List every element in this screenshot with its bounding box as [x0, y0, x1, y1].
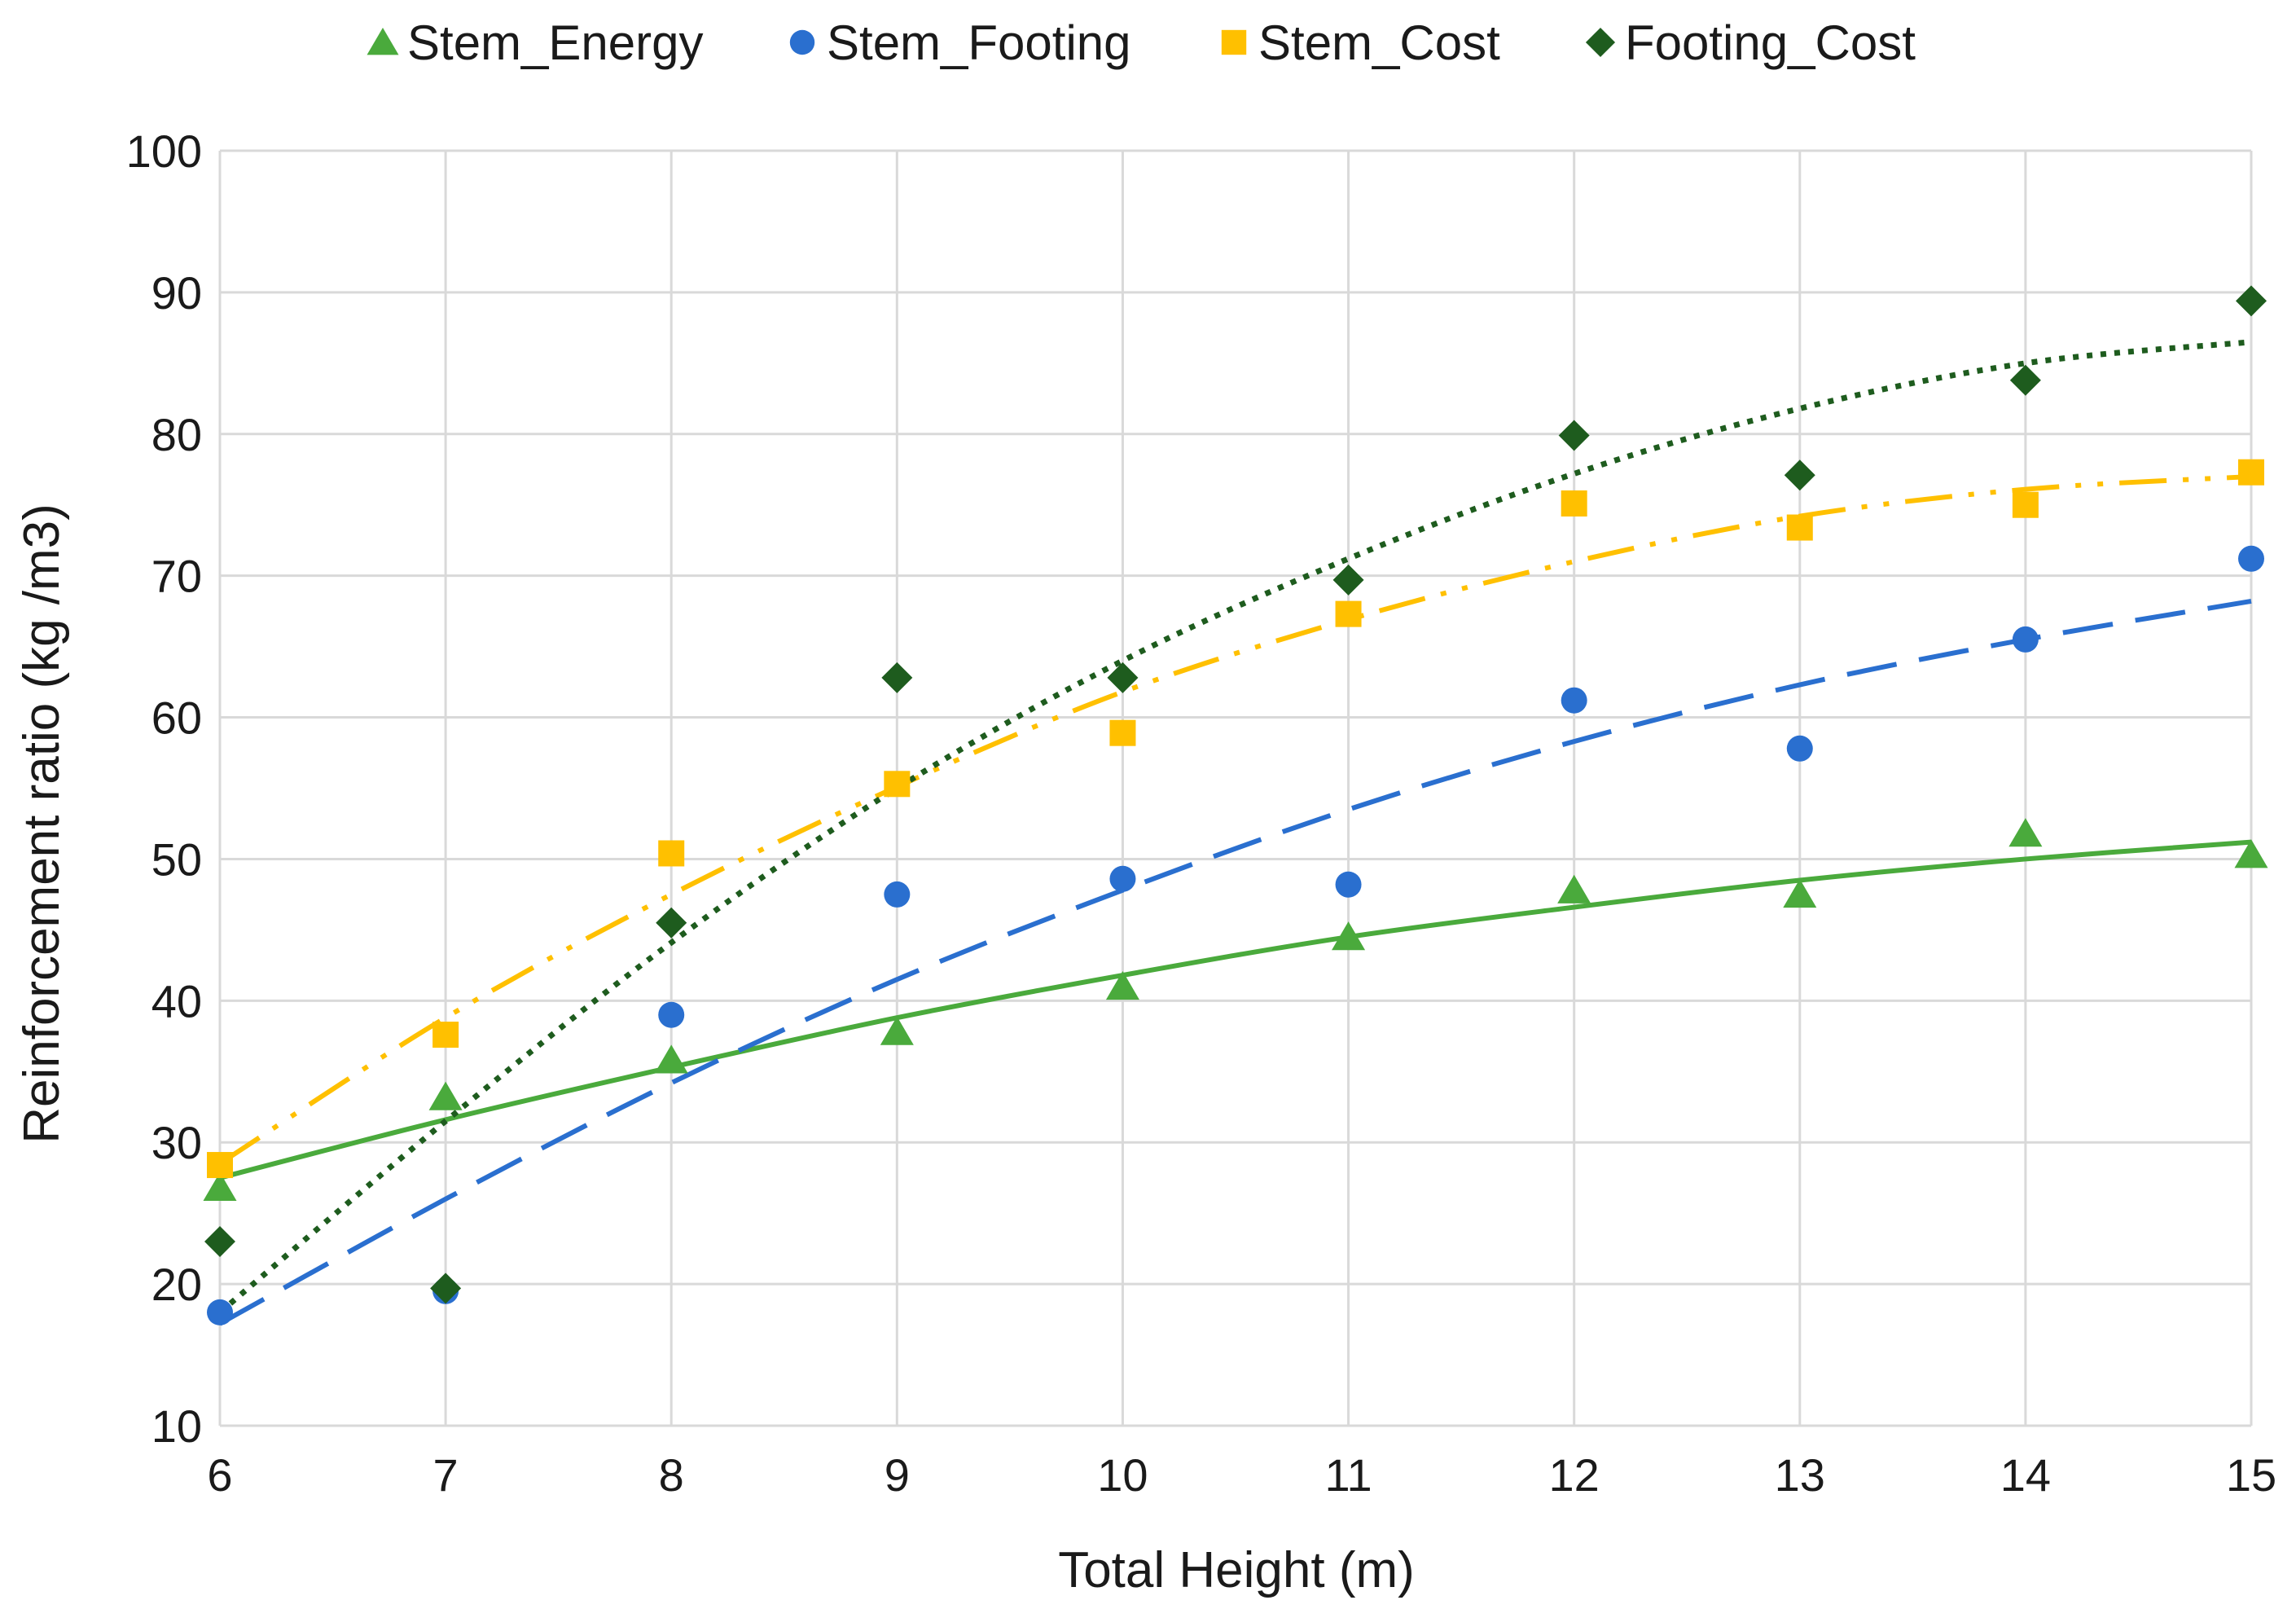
legend-item-stem-energy: Stem_Energy — [367, 15, 704, 70]
legend-label: Stem_Footing — [827, 15, 1131, 70]
marker-footing-cost — [1332, 564, 1364, 596]
marker-stem-energy — [654, 1044, 688, 1074]
marker-stem-energy — [1332, 921, 1366, 951]
grid-layer — [218, 149, 2253, 1427]
trendline-stem-footing — [218, 599, 2252, 1326]
x-tick-label: 15 — [2226, 1449, 2276, 1501]
marker-stem-footing — [1786, 735, 1813, 762]
marker-stem-footing — [2238, 545, 2264, 572]
marker-stem-footing — [1561, 687, 1587, 714]
legend-item-stem-cost: Stem_Cost — [1221, 15, 1500, 70]
x-tick-label: 8 — [659, 1449, 684, 1501]
legend-marker-footing-cost — [1585, 27, 1616, 58]
marker-stem-energy — [2234, 839, 2268, 868]
marker-stem-energy — [428, 1081, 463, 1110]
trendline-footing-cost — [217, 339, 2252, 1315]
marker-stem-energy — [2008, 818, 2043, 847]
legend-label: Stem_Energy — [407, 15, 704, 70]
marker-stem-footing — [1109, 865, 1136, 892]
legend-item-stem-footing: Stem_Footing — [789, 15, 1131, 70]
marker-footing-cost — [2236, 285, 2267, 317]
marker-stem-cost — [1786, 514, 1813, 541]
marker-stem-cost — [2238, 459, 2264, 486]
trendline-stem-energy — [219, 839, 2252, 1180]
y-axis-title: Reinforcement ratio (kg /m3) — [14, 503, 70, 1144]
marker-stem-footing — [2012, 626, 2039, 653]
marker-footing-cost — [1558, 420, 1590, 451]
marker-stem-cost — [2012, 491, 2039, 518]
y-tick-label: 70 — [151, 551, 202, 602]
tick-label-layer: 6 7 8 9 10 11 12 13 14 15 10 20 30 40 50 60 70 80 90 100 — [126, 125, 2277, 1501]
legend-label: Stem_Cost — [1258, 15, 1500, 70]
marker-stem-energy — [880, 1016, 914, 1045]
x-tick-label: 6 — [207, 1449, 232, 1501]
marker-stem-energy — [1557, 874, 1591, 903]
y-tick-label: 50 — [151, 833, 202, 885]
marker-stem-cost — [1561, 490, 1587, 517]
marker-footing-cost — [656, 907, 687, 939]
y-tick-label: 80 — [151, 409, 202, 460]
trendline-layer — [217, 339, 2252, 1326]
marker-stem-footing — [884, 881, 911, 908]
marker-footing-cost — [881, 662, 913, 693]
y-tick-label: 90 — [151, 267, 202, 319]
marker-stem-cost — [884, 771, 911, 798]
trendline-stem-cost — [218, 473, 2252, 1166]
marker-footing-cost — [1107, 662, 1139, 693]
x-tick-label: 12 — [1549, 1449, 1600, 1501]
legend-marker-stem-cost — [1221, 29, 1247, 55]
marker-stem-cost — [658, 840, 685, 867]
y-tick-label: 60 — [151, 692, 202, 744]
x-tick-label: 10 — [1097, 1449, 1148, 1501]
marker-stem-footing — [207, 1299, 233, 1325]
legend-marker-stem-energy — [367, 27, 399, 55]
y-tick-label: 10 — [151, 1400, 202, 1452]
marker-stem-footing — [1335, 871, 1362, 898]
marker-stem-cost — [432, 1022, 459, 1048]
marker-footing-cost — [430, 1273, 462, 1304]
legend: Stem_Energy Stem_Footing Stem_Cost Footing_… — [367, 15, 1916, 70]
x-tick-label: 9 — [885, 1449, 910, 1501]
x-axis-title: Total Height (m) — [1058, 1542, 1415, 1598]
x-tick-label: 7 — [433, 1449, 459, 1501]
x-tick-label: 11 — [1324, 1449, 1372, 1501]
legend-label: Footing_Cost — [1625, 15, 1916, 70]
marker-layer — [203, 285, 2268, 1325]
legend-marker-stem-footing — [789, 29, 815, 55]
marker-footing-cost — [1784, 459, 1815, 491]
legend-item-footing-cost: Footing_Cost — [1585, 15, 1916, 70]
y-tick-label: 40 — [151, 975, 202, 1027]
y-tick-label: 30 — [151, 1117, 202, 1168]
marker-stem-cost — [1109, 719, 1136, 746]
marker-footing-cost — [204, 1225, 235, 1257]
marker-stem-energy — [203, 1172, 237, 1202]
marker-stem-energy — [1783, 878, 1817, 908]
x-tick-label: 13 — [1775, 1449, 1825, 1501]
x-tick-label: 14 — [2000, 1449, 2051, 1501]
y-tick-label: 20 — [151, 1259, 202, 1310]
y-tick-label: 100 — [126, 125, 202, 177]
marker-stem-footing — [658, 1001, 685, 1028]
marker-stem-cost — [1335, 600, 1362, 627]
marker-stem-energy — [1105, 970, 1139, 1000]
marker-footing-cost — [2009, 364, 2041, 396]
marker-stem-cost — [207, 1152, 233, 1179]
